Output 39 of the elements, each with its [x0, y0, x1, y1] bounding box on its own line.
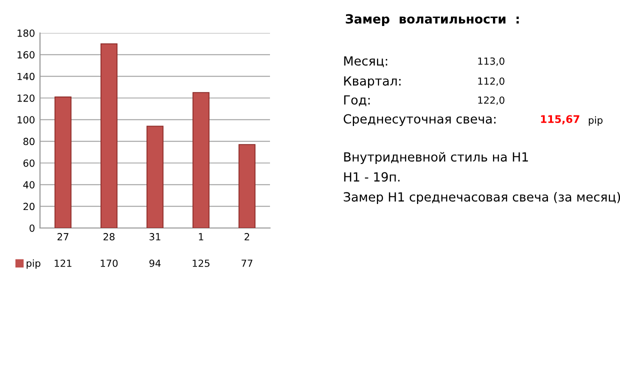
- text: Квартал:: [344, 76, 401, 88]
- data-label: 125: [192, 260, 210, 267]
- y-tick-label: 140: [18, 72, 34, 80]
- y-tick-label: 20: [23, 202, 34, 210]
- bar: [238, 144, 256, 228]
- bar: [100, 43, 118, 228]
- text: Среднесуточная свеча:: [344, 114, 496, 126]
- data-label: 77: [242, 260, 252, 267]
- y-tick-label: 0: [30, 224, 34, 232]
- x-tick-label: 31: [150, 233, 160, 240]
- y-tick-label: 60: [23, 159, 34, 167]
- text: 115,67: [541, 115, 580, 124]
- bar: [146, 126, 164, 228]
- x-tick-label: 2: [244, 233, 250, 240]
- x-tick-label: 28: [104, 233, 115, 240]
- bar: [192, 92, 210, 228]
- y-tick-label: 80: [23, 138, 34, 146]
- data-label: 94: [149, 260, 161, 267]
- text: 122,0: [478, 96, 504, 105]
- text: Замер волатильности :: [346, 14, 519, 26]
- bar: [54, 96, 72, 228]
- y-tick-label: 160: [18, 51, 34, 58]
- text: Месяц:: [344, 56, 388, 68]
- text: H1 - 19п.: [344, 172, 400, 182]
- legend-label: pip: [26, 259, 40, 269]
- x-tick-label: 27: [58, 233, 68, 240]
- data-label: 170: [100, 260, 118, 267]
- y-tick-label: 100: [18, 116, 34, 124]
- text: 113,0: [478, 57, 504, 66]
- data-label: 121: [54, 260, 72, 267]
- text: Внутридневной стиль на H1: [344, 152, 528, 164]
- text: Замер H1 среднечасовая свеча (за месяц): [344, 192, 620, 204]
- y-tick-label: 120: [18, 94, 34, 102]
- y-tick-label: 180: [18, 29, 34, 37]
- x-tick-label: 1: [198, 233, 204, 240]
- y-tick-label: 40: [23, 181, 34, 188]
- text: pip: [588, 116, 603, 126]
- text: 112,0: [478, 77, 504, 86]
- text: Год:: [344, 95, 370, 106]
